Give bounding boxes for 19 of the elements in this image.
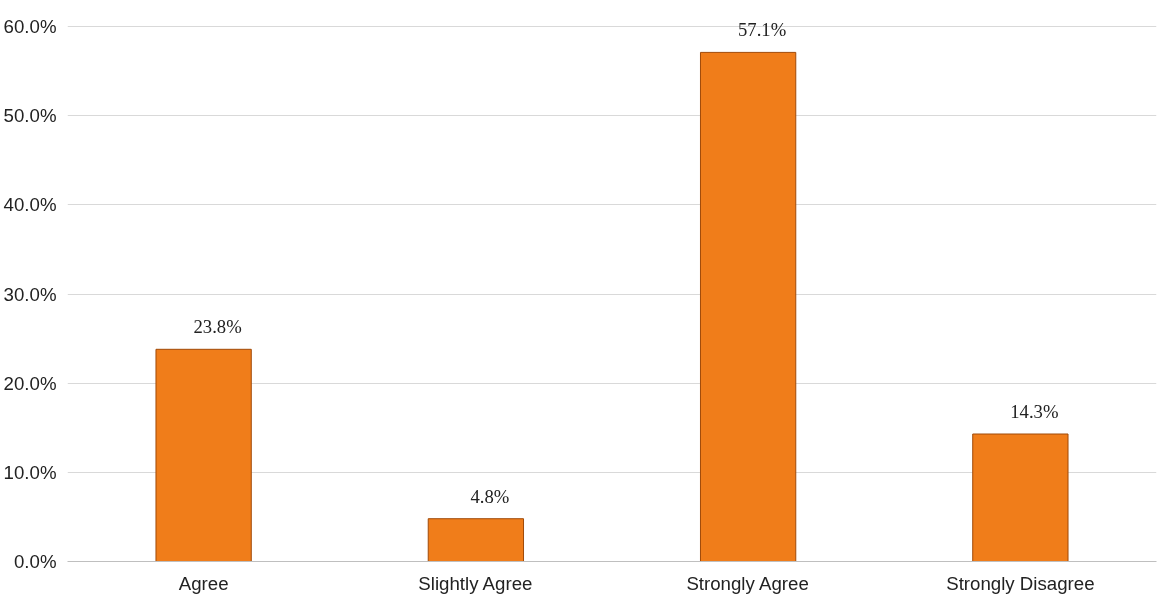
bar [427,518,525,562]
x-tick-label: Strongly Disagree [946,572,1095,594]
x-tick-label: Agree [178,572,229,594]
data-label: 4.8% [470,485,510,507]
data-label: 14.3% [1010,401,1059,422]
data-label: 23.8% [193,316,242,338]
bar [972,433,1069,562]
y-tick-label: 40.0% [3,194,57,216]
y-tick-label: 60.0% [3,16,57,38]
bar [699,51,797,562]
data-label: 57.1% [738,19,787,41]
x-tick-label: Strongly Agree [686,572,809,594]
y-tick-label: 10.0% [3,461,57,483]
y-tick-label: 50.0% [3,105,57,127]
bar [155,348,252,562]
y-tick-label: 30.0% [3,283,57,305]
y-tick-label: 0.0% [13,551,57,572]
y-tick-label: 20.0% [3,372,57,394]
x-tick-label: Slightly Agree [418,572,533,594]
